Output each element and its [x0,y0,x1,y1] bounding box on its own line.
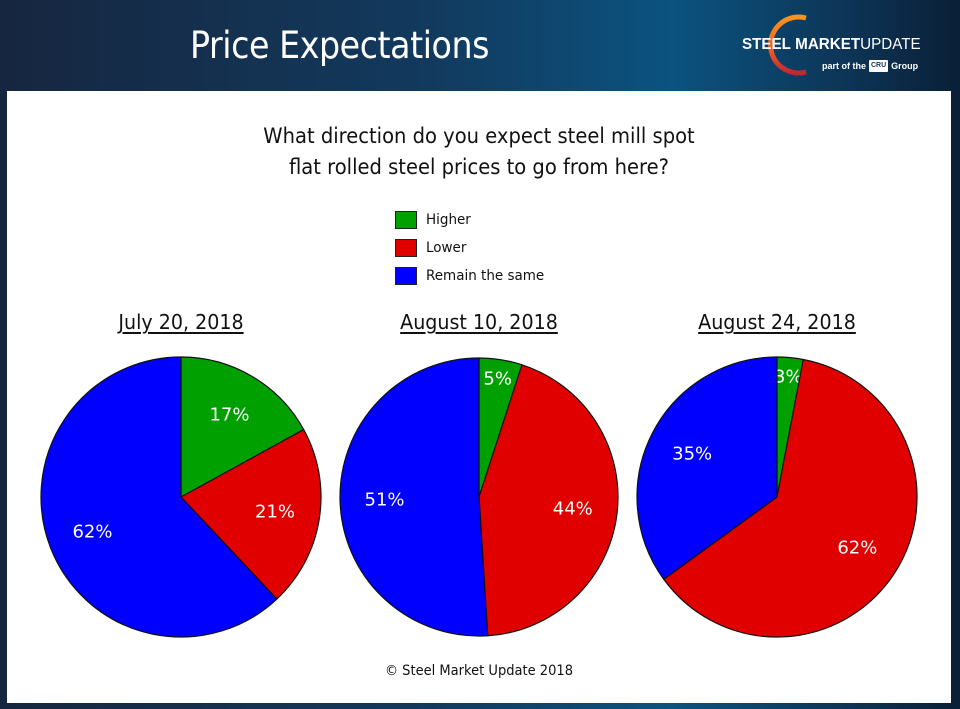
pie-slice-same [636,356,778,580]
legend-label-lower: Lower [426,240,467,256]
steel-market-update-logo: STEEL MARKETUPDATE part of the CRU Group [730,8,955,78]
pie-title-august-10: August 10, 2018 [400,310,558,334]
logo-tagline: part of the CRU Group [822,60,919,72]
pie-slice-lower [180,428,322,600]
legend-label-higher: Higher [426,212,471,228]
copyright-footer: © Steel Market Update 2018 [384,663,574,679]
logo-wordmark: STEEL MARKETUPDATE [742,36,921,53]
logo-arc-icon [768,14,807,76]
pie-title-august-24: August 24, 2018 [698,310,856,334]
data-label-higher: 5% [483,368,512,389]
pie-slice-lower [478,364,619,637]
legend-swatch-same [395,267,417,285]
legend-item-lower: Lower [395,234,553,262]
chart-title-line-2: flat rolled steel prices to go from here… [288,155,670,179]
data-label-same: 35% [672,443,712,464]
pie-slice-same [40,356,278,638]
content-panel: What direction do you expect steel mill … [7,91,951,703]
chart-title-line-1: What direction do you expect steel mill … [263,124,695,148]
data-label-lower: 21% [255,501,295,522]
legend-label-same: Remain the same [426,268,545,284]
pie-slice-higher [180,356,305,498]
data-label-same: 62% [72,522,112,543]
legend-swatch-lower [395,239,417,257]
pie-july-20: 17% 21% 62% [40,356,322,638]
slide-title: Price Expectations [190,24,490,67]
legend: Higher Lower Remain the same [395,206,553,290]
cru-logo-icon: CRU [869,60,889,72]
chart-title: What direction do you expect steel mill … [40,121,918,183]
data-label-higher: 3% [774,367,803,388]
data-label-lower: 44% [553,498,593,519]
data-label-higher: 17% [209,405,249,426]
data-label-lower: 62% [837,538,877,559]
pie-august-24: 3% 62% 35% [636,356,918,638]
legend-item-same: Remain the same [395,262,553,290]
pie-charts: 17% 21% 62% 5% 44% 51% 3% 62% 35% [40,356,918,638]
pie-title-july-20: July 20, 2018 [118,310,244,334]
legend-swatch-higher [395,211,417,229]
pie-august-10: 5% 44% 51% [339,357,619,637]
legend-item-higher: Higher [395,206,553,234]
pie-slice-same [339,357,489,637]
pie-slice-lower [663,358,918,638]
data-label-same: 51% [365,489,405,510]
